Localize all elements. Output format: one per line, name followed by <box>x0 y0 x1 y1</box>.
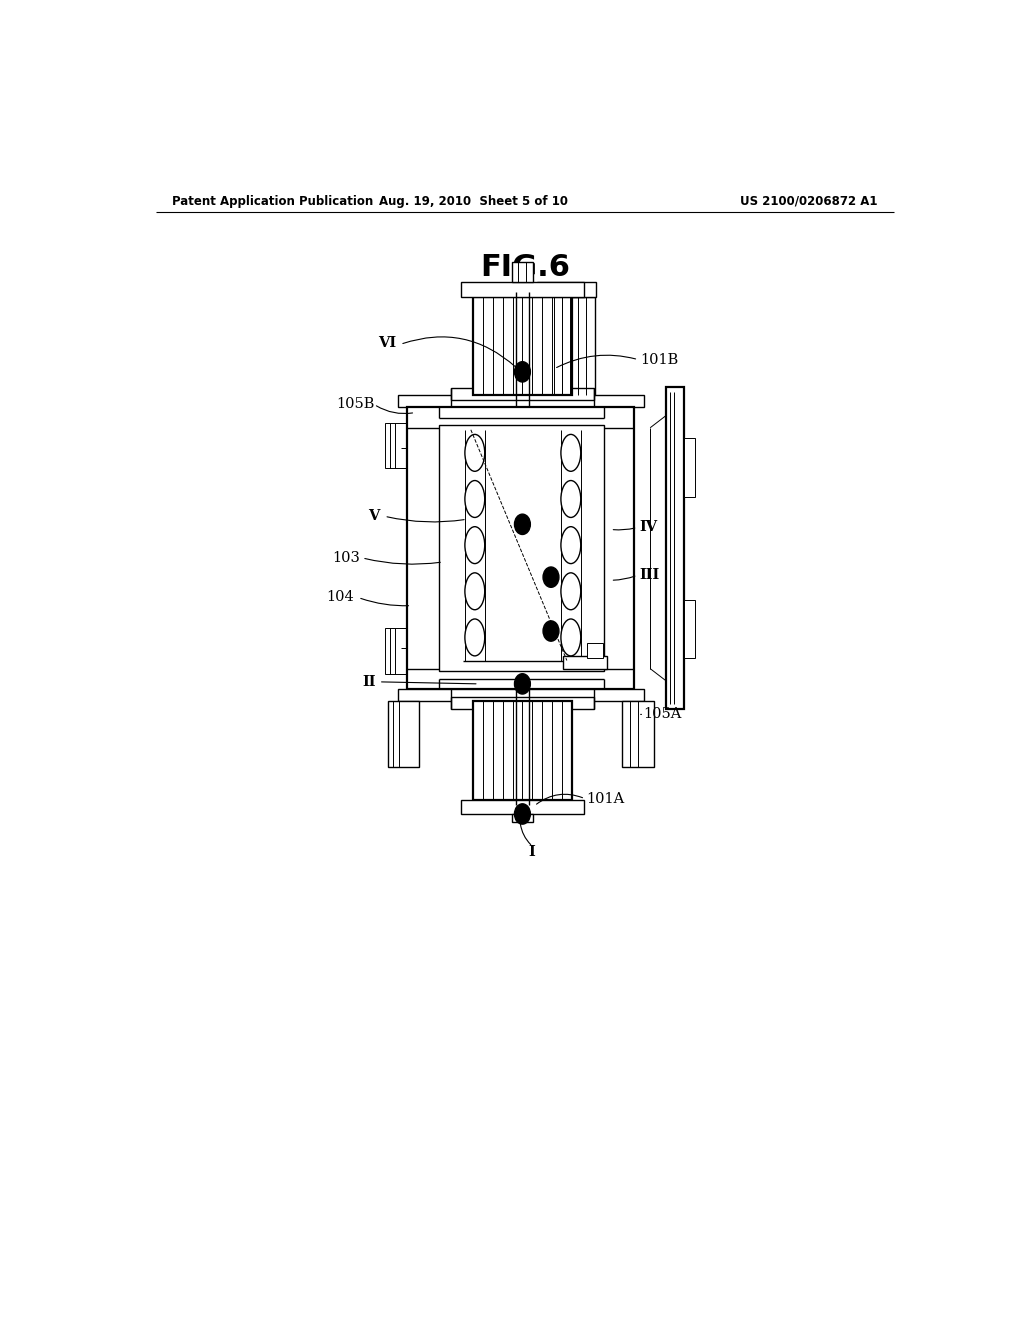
Bar <box>512 814 532 822</box>
Circle shape <box>514 804 530 824</box>
Ellipse shape <box>465 619 484 656</box>
Text: 104: 104 <box>327 590 354 605</box>
Circle shape <box>543 568 559 587</box>
Bar <box>537 282 596 297</box>
Bar <box>385 422 408 469</box>
Ellipse shape <box>465 573 484 610</box>
Ellipse shape <box>561 573 581 610</box>
Bar <box>397 689 644 701</box>
Text: Patent Application Publication: Patent Application Publication <box>172 194 373 207</box>
Text: II: II <box>362 675 376 689</box>
Text: FIG.6: FIG.6 <box>480 252 569 281</box>
Bar <box>387 701 419 767</box>
Bar <box>563 656 606 669</box>
Text: 101A: 101A <box>587 792 625 805</box>
Bar <box>451 388 594 400</box>
Text: IV: IV <box>639 520 657 535</box>
Text: 105A: 105A <box>643 708 681 721</box>
Text: 105B: 105B <box>336 397 375 412</box>
Bar <box>473 297 571 395</box>
Ellipse shape <box>561 480 581 517</box>
Ellipse shape <box>561 434 581 471</box>
Circle shape <box>543 620 559 642</box>
Bar <box>385 628 408 673</box>
Text: US 2100/0206872 A1: US 2100/0206872 A1 <box>740 194 878 207</box>
Circle shape <box>514 673 530 694</box>
Bar <box>397 395 644 408</box>
Text: 101B: 101B <box>640 352 678 367</box>
Bar <box>684 599 694 659</box>
Circle shape <box>514 515 530 535</box>
Bar <box>461 282 585 297</box>
Ellipse shape <box>465 480 484 517</box>
Bar <box>439 425 604 671</box>
Bar <box>408 408 634 689</box>
Bar <box>546 297 595 395</box>
Bar <box>684 438 694 496</box>
Ellipse shape <box>465 527 484 564</box>
Text: V: V <box>368 510 379 523</box>
Circle shape <box>514 362 530 381</box>
Ellipse shape <box>465 434 484 471</box>
Bar <box>587 643 602 659</box>
Bar <box>666 387 684 709</box>
Text: I: I <box>528 845 536 858</box>
Bar <box>461 800 585 814</box>
Bar <box>512 263 532 282</box>
Text: VI: VI <box>378 337 396 350</box>
Text: Aug. 19, 2010  Sheet 5 of 10: Aug. 19, 2010 Sheet 5 of 10 <box>379 194 567 207</box>
Bar <box>473 701 571 800</box>
Ellipse shape <box>561 619 581 656</box>
Bar <box>623 701 654 767</box>
Text: 103: 103 <box>333 550 360 565</box>
Text: III: III <box>639 568 659 582</box>
Ellipse shape <box>561 527 581 564</box>
Bar <box>451 697 594 709</box>
